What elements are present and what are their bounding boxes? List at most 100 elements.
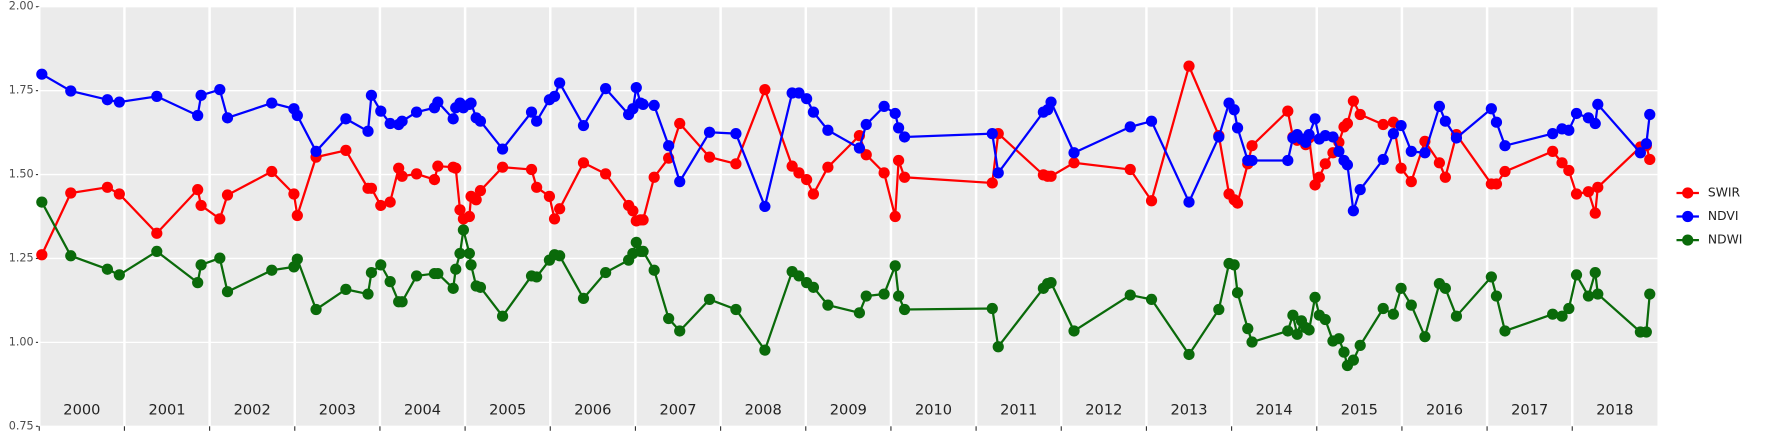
data-point bbox=[1582, 290, 1595, 302]
data-point bbox=[221, 189, 234, 201]
x-tick-label: 2005 bbox=[489, 402, 526, 419]
x-tick-label: 2012 bbox=[1085, 402, 1122, 419]
data-point bbox=[892, 122, 905, 134]
data-point bbox=[1319, 158, 1331, 170]
data-point bbox=[759, 200, 771, 213]
x-tick-label: 2016 bbox=[1426, 402, 1463, 419]
data-point bbox=[630, 236, 642, 248]
data-point bbox=[1213, 131, 1225, 143]
data-point bbox=[101, 263, 114, 275]
legend-label: SWIR bbox=[1708, 185, 1741, 199]
data-point bbox=[221, 286, 234, 298]
data-point bbox=[1589, 207, 1601, 219]
data-point bbox=[195, 89, 207, 101]
x-tick-label: 2015 bbox=[1341, 402, 1378, 419]
data-point bbox=[474, 115, 487, 127]
data-point bbox=[410, 168, 423, 180]
data-point bbox=[703, 293, 716, 306]
data-point bbox=[898, 131, 911, 143]
data-point bbox=[1592, 288, 1604, 300]
y-tick-label: 0.75 bbox=[9, 419, 34, 432]
data-point bbox=[1347, 95, 1359, 107]
data-point bbox=[1419, 331, 1431, 343]
data-point bbox=[496, 143, 509, 155]
data-point bbox=[1045, 96, 1057, 108]
data-point bbox=[992, 341, 1004, 353]
data-point bbox=[1450, 132, 1463, 144]
data-point bbox=[1242, 323, 1254, 335]
data-point bbox=[496, 161, 509, 173]
data-point bbox=[860, 290, 872, 302]
data-point bbox=[1291, 328, 1303, 340]
data-point bbox=[554, 250, 566, 262]
data-point bbox=[65, 85, 77, 97]
data-point bbox=[65, 187, 77, 199]
data-point bbox=[554, 77, 566, 89]
data-point bbox=[1450, 310, 1463, 322]
data-point bbox=[1563, 164, 1575, 177]
data-point bbox=[1640, 326, 1652, 338]
y-tick-label: 1.75 bbox=[9, 84, 34, 97]
data-point bbox=[340, 283, 352, 295]
data-point bbox=[637, 98, 649, 111]
x-tick-label: 2009 bbox=[830, 402, 867, 419]
data-point bbox=[1354, 108, 1366, 121]
data-point bbox=[648, 99, 660, 112]
data-point bbox=[266, 165, 278, 178]
data-point bbox=[310, 145, 322, 158]
x-tick-label: 2018 bbox=[1596, 402, 1633, 419]
data-point bbox=[1499, 165, 1511, 178]
data-point bbox=[793, 270, 805, 282]
x-tick-label: 2000 bbox=[63, 402, 100, 419]
data-point bbox=[1287, 309, 1299, 321]
data-point bbox=[577, 119, 590, 132]
data-point bbox=[892, 290, 905, 302]
data-point bbox=[986, 127, 998, 140]
data-point bbox=[266, 97, 278, 109]
legend-marker bbox=[1682, 210, 1694, 223]
data-point bbox=[889, 260, 901, 272]
data-point bbox=[663, 140, 675, 152]
data-point bbox=[1563, 124, 1575, 136]
data-point bbox=[1433, 100, 1446, 113]
data-point bbox=[1490, 290, 1503, 302]
data-point bbox=[36, 249, 48, 261]
data-point bbox=[992, 167, 1004, 179]
data-point bbox=[1419, 147, 1431, 159]
legend-label: NDWI bbox=[1708, 233, 1743, 247]
data-point bbox=[889, 210, 901, 223]
data-point bbox=[1395, 162, 1407, 174]
legend-marker bbox=[1682, 187, 1694, 199]
data-point bbox=[1644, 153, 1656, 166]
data-point bbox=[1556, 157, 1568, 169]
x-tick-label: 2006 bbox=[574, 402, 611, 419]
data-point bbox=[101, 181, 114, 193]
data-point bbox=[627, 205, 639, 217]
data-point bbox=[554, 203, 566, 215]
data-point bbox=[1319, 313, 1331, 326]
data-point bbox=[759, 344, 771, 356]
data-point bbox=[1377, 153, 1389, 166]
data-point bbox=[450, 162, 462, 174]
data-point bbox=[1327, 131, 1339, 143]
data-point bbox=[375, 199, 387, 212]
data-point bbox=[1485, 271, 1497, 283]
data-point bbox=[1490, 178, 1503, 190]
data-point bbox=[1282, 154, 1294, 167]
data-point bbox=[1313, 171, 1325, 183]
data-point bbox=[801, 93, 813, 105]
data-point bbox=[384, 117, 396, 130]
data-point bbox=[463, 247, 475, 260]
x-tick-label: 2004 bbox=[404, 402, 441, 419]
data-point bbox=[730, 127, 742, 140]
data-point bbox=[801, 173, 813, 186]
data-point bbox=[410, 270, 423, 282]
data-point bbox=[291, 109, 303, 122]
data-point bbox=[600, 168, 612, 180]
data-point bbox=[396, 296, 408, 308]
data-point bbox=[1124, 289, 1136, 301]
data-point bbox=[1377, 302, 1389, 315]
x-tick-label: 2003 bbox=[319, 402, 356, 419]
data-point bbox=[674, 175, 686, 188]
